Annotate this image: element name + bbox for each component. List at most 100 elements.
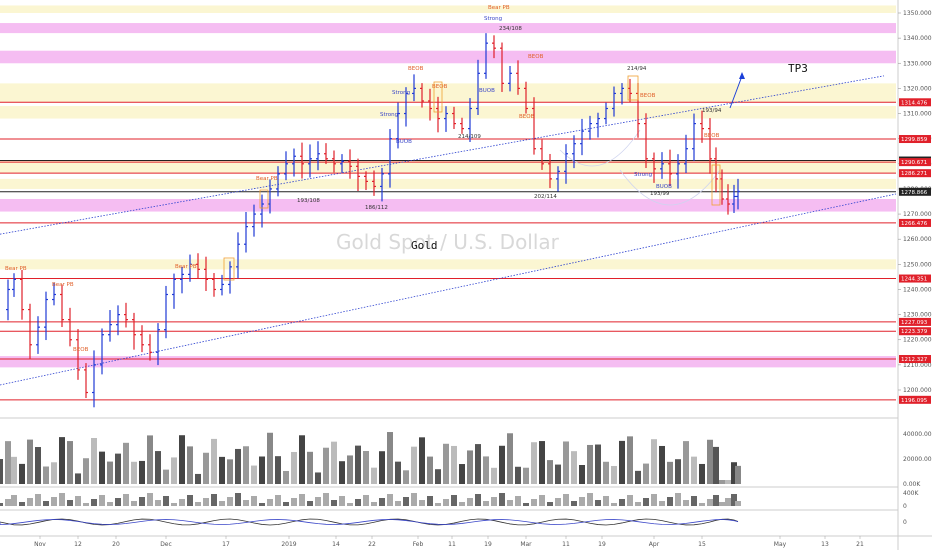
volume-bar-3: [19, 463, 25, 484]
candle-43: [340, 154, 344, 173]
indicator1-bar-59: [467, 498, 473, 506]
volume-bar-61: [483, 456, 489, 484]
indicator1-bar-55: [435, 503, 441, 506]
volume-tick-1: 20000.00K: [903, 456, 932, 463]
candle-23: [180, 266, 184, 294]
indicator1-bar-60: [475, 494, 481, 506]
volume-bar-15: [115, 453, 121, 484]
indicator1-bar-67: [531, 499, 537, 506]
candle-60: [476, 59, 480, 115]
indicator1-bar-50: [395, 501, 401, 506]
ob-box-1: [433, 81, 443, 113]
indicator1-bar-3: [19, 502, 25, 506]
zone-0: [0, 5, 896, 13]
indicator1-bar-49: [387, 494, 393, 506]
chart-labels: Gold TP3: [411, 62, 808, 252]
candle-25: [196, 253, 200, 279]
y-tick-8: 1270.000: [903, 211, 932, 218]
indicator1-bar-30: [235, 493, 241, 506]
candle-74: [588, 115, 592, 140]
volume-bar-26: [203, 452, 209, 484]
indicator1-bar-66: [523, 503, 529, 506]
annotation-23: Bear PB: [175, 264, 197, 270]
indicator1-bar-45: [355, 499, 361, 506]
candle-4: [28, 303, 32, 359]
volume-bar-63: [499, 445, 505, 484]
indicator1-bar-32: [251, 496, 257, 506]
indicator1-bar-33: [259, 503, 265, 506]
volume-bar-19: [147, 435, 153, 484]
indicator1-bar-37: [291, 498, 297, 506]
volume-bar-68: [539, 441, 545, 484]
volume-bar-46: [363, 451, 369, 484]
x-tick-7: 22: [368, 541, 376, 548]
arc-1: [559, 129, 641, 167]
price-label-10: 1212.327: [899, 355, 931, 364]
annotation-4: BEOB: [408, 66, 424, 72]
volume-bar-72: [571, 451, 577, 484]
volume-bar-65: [515, 466, 521, 484]
indicator1-bar-29: [227, 497, 233, 506]
candle-76: [604, 102, 608, 125]
volume-bar-32: [251, 465, 257, 484]
ob-box-4: [259, 189, 269, 209]
price-label-4: 1286.271: [899, 169, 931, 178]
volume-bar-74: [587, 444, 593, 484]
indicator1-bar-19: [147, 493, 153, 506]
indicator1-bar-64: [507, 500, 513, 506]
indicator1-bar-40: [315, 497, 321, 506]
price-lines-layer: [0, 101, 896, 401]
volume-bar-84: [667, 461, 673, 484]
volume-bar-56: [443, 443, 449, 484]
volume-bar-47: [371, 467, 377, 484]
volume-bar-76: [603, 461, 609, 484]
volume-bar-81: [643, 463, 649, 484]
candle-29: [228, 261, 232, 294]
price-axis[interactable]: 1350.000 1340.000 1330.000 1320.000 1310.000…: [897, 0, 932, 550]
candle-46: [364, 171, 368, 191]
price-label-11: 1196.095: [899, 395, 931, 404]
indicator1-bar-25: [195, 502, 201, 506]
indicator1-bar-58: [459, 502, 465, 506]
volume-bar-67: [531, 442, 537, 484]
volume-bar-71: [563, 441, 569, 484]
indicator-pane-1: 400K 0: [0, 486, 919, 510]
annotation-3: BEOB: [528, 54, 544, 60]
indicator1-bar-86: [683, 500, 689, 506]
candle-31: [244, 212, 248, 253]
time-axis[interactable]: Nov 12 20 Dec 17 2019 14 22 Feb 11 19 Mar 11 19 Apr 15 M…: [0, 535, 932, 548]
volume-bar-4: [27, 439, 33, 484]
volume-bar-42: [331, 441, 337, 484]
volume-bar-7: [51, 462, 57, 484]
indicator1-bar-73: [579, 497, 585, 506]
candle-94: [736, 178, 740, 210]
volume-bar-37: [291, 451, 297, 484]
candle-78: [620, 83, 624, 105]
y-tick-1: 1340.000: [903, 35, 932, 42]
annotation-14: 214/109: [458, 134, 481, 140]
volume-bar-23: [179, 435, 185, 484]
candle-40: [316, 141, 320, 171]
indicator1-bar-39: [307, 501, 313, 506]
volume-bar-54: [427, 456, 433, 484]
candle-10: [76, 329, 80, 380]
candle-86: [684, 134, 688, 174]
volume-bar-55: [435, 469, 441, 484]
svg-text:1266.476: 1266.476: [901, 221, 928, 227]
indicator1-bar-9: [67, 500, 73, 506]
volume-bar-43: [339, 461, 345, 484]
candle-83: [660, 152, 664, 179]
volume-bar-39: [307, 451, 313, 484]
y-tick-4: 1310.000: [903, 111, 932, 118]
volume-bar-8: [59, 437, 65, 484]
volume-bar-50: [395, 461, 401, 484]
indicator1-bar-42: [331, 500, 337, 506]
volume-bar-6: [43, 466, 49, 484]
volume-bar-59: [467, 450, 473, 484]
candle-1: [6, 279, 10, 321]
candle-17: [132, 312, 136, 350]
volume-pane: 40000.00K 20000.00K 0.00K: [0, 417, 932, 488]
indicator1-bar-4: [27, 498, 33, 506]
indicator1-bar-13: [99, 495, 105, 506]
volume-bar-90: [713, 446, 719, 484]
